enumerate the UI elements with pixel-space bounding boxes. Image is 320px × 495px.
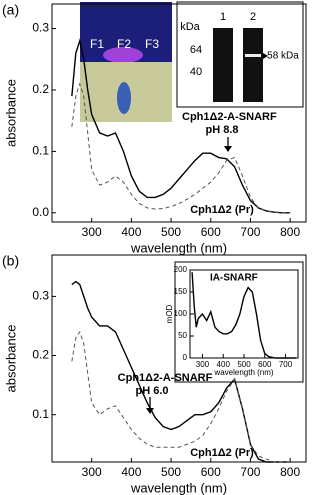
annotation: F1 <box>90 37 104 51</box>
y-tick-label: 0.0 <box>32 205 49 219</box>
panel-label: (b) <box>2 253 19 269</box>
y-tick-label: 200 <box>174 265 188 274</box>
panel-label: (a) <box>2 2 19 18</box>
x-tick-label: 400 <box>217 360 231 369</box>
annotation: Cph1Δ2 (Pr) <box>190 447 254 459</box>
x-tick-label: 800 <box>280 465 300 479</box>
y-tick-label: 100 <box>174 309 188 318</box>
annotation: Cph1Δ2-A-SNARF <box>118 372 213 384</box>
tube-blue <box>117 82 131 114</box>
x-tick-label: 600 <box>201 465 221 479</box>
y-axis-label: absorbance <box>3 325 18 393</box>
y-tick-label: 50 <box>178 331 187 340</box>
spectrum-line <box>71 280 291 463</box>
y-tick-label: 0.2 <box>32 82 49 96</box>
y-tick-label: 0.3 <box>32 289 49 303</box>
annotation: kDa <box>180 21 200 33</box>
plot-frame <box>51 3 307 223</box>
annotation: 40 <box>190 66 202 78</box>
gel-lane <box>243 28 263 102</box>
gel-lane <box>213 28 233 102</box>
x-axis-label: wavelength (nm) <box>130 480 227 495</box>
spectrum-line <box>71 38 291 214</box>
x-axis-label: wavelength (nm) <box>213 368 273 377</box>
x-tick-label: 300 <box>82 465 102 479</box>
y-axis-label: absorbance <box>3 79 18 147</box>
x-tick-label: 500 <box>161 465 181 479</box>
y-tick-label: 0 <box>183 353 188 362</box>
annotation: 2 <box>250 11 256 23</box>
annotation: Cph1Δ2-A-SNARF <box>182 111 277 123</box>
arrow-head <box>224 146 232 152</box>
annotation: F2 <box>117 37 131 51</box>
spectrum-line <box>191 272 296 359</box>
tube-glow <box>103 47 143 63</box>
annotation: F3 <box>145 37 159 51</box>
inset-title: IA-SNARF <box>210 273 258 284</box>
plot-frame <box>51 254 307 463</box>
x-axis-label: wavelength (nm) <box>130 240 227 255</box>
y-tick-label: 0.1 <box>32 144 49 158</box>
annotation: Cph1Δ2 (Pr) <box>190 204 254 216</box>
x-tick-label: 700 <box>240 225 260 239</box>
x-tick-label: 400 <box>121 465 141 479</box>
x-tick-label: 500 <box>161 225 181 239</box>
x-tick-label: 800 <box>280 225 300 239</box>
x-tick-label: 500 <box>237 360 251 369</box>
x-tick-label: 600 <box>258 360 272 369</box>
y-tick-label: 0.1 <box>32 407 49 421</box>
x-tick-label: 400 <box>121 225 141 239</box>
y-tick-label: 0.3 <box>32 21 49 35</box>
spectrum-line <box>71 330 291 463</box>
x-tick-label: 700 <box>279 360 293 369</box>
x-tick-label: 700 <box>240 465 260 479</box>
annotation: pH 6.0 <box>135 385 168 397</box>
annotation: 58 kDa <box>267 51 299 62</box>
arrow-head <box>146 408 154 414</box>
annotation: pH 8.8 <box>205 124 238 136</box>
x-tick-label: 300 <box>82 225 102 239</box>
annotation: 64 <box>190 44 202 56</box>
gel-arrow <box>263 53 268 59</box>
y-tick-label: 0.2 <box>32 348 49 362</box>
x-tick-label: 300 <box>196 360 210 369</box>
gel-band <box>245 54 261 57</box>
y-tick-label: 150 <box>174 287 188 296</box>
gel-frame <box>176 1 304 108</box>
annotation: 1 <box>220 11 226 23</box>
y-axis-label: mOD <box>165 304 174 323</box>
figure: 300 400 500 600 700 8000.00.10.20.3wavelength… <box>2 1 307 495</box>
x-tick-label: 600 <box>201 225 221 239</box>
